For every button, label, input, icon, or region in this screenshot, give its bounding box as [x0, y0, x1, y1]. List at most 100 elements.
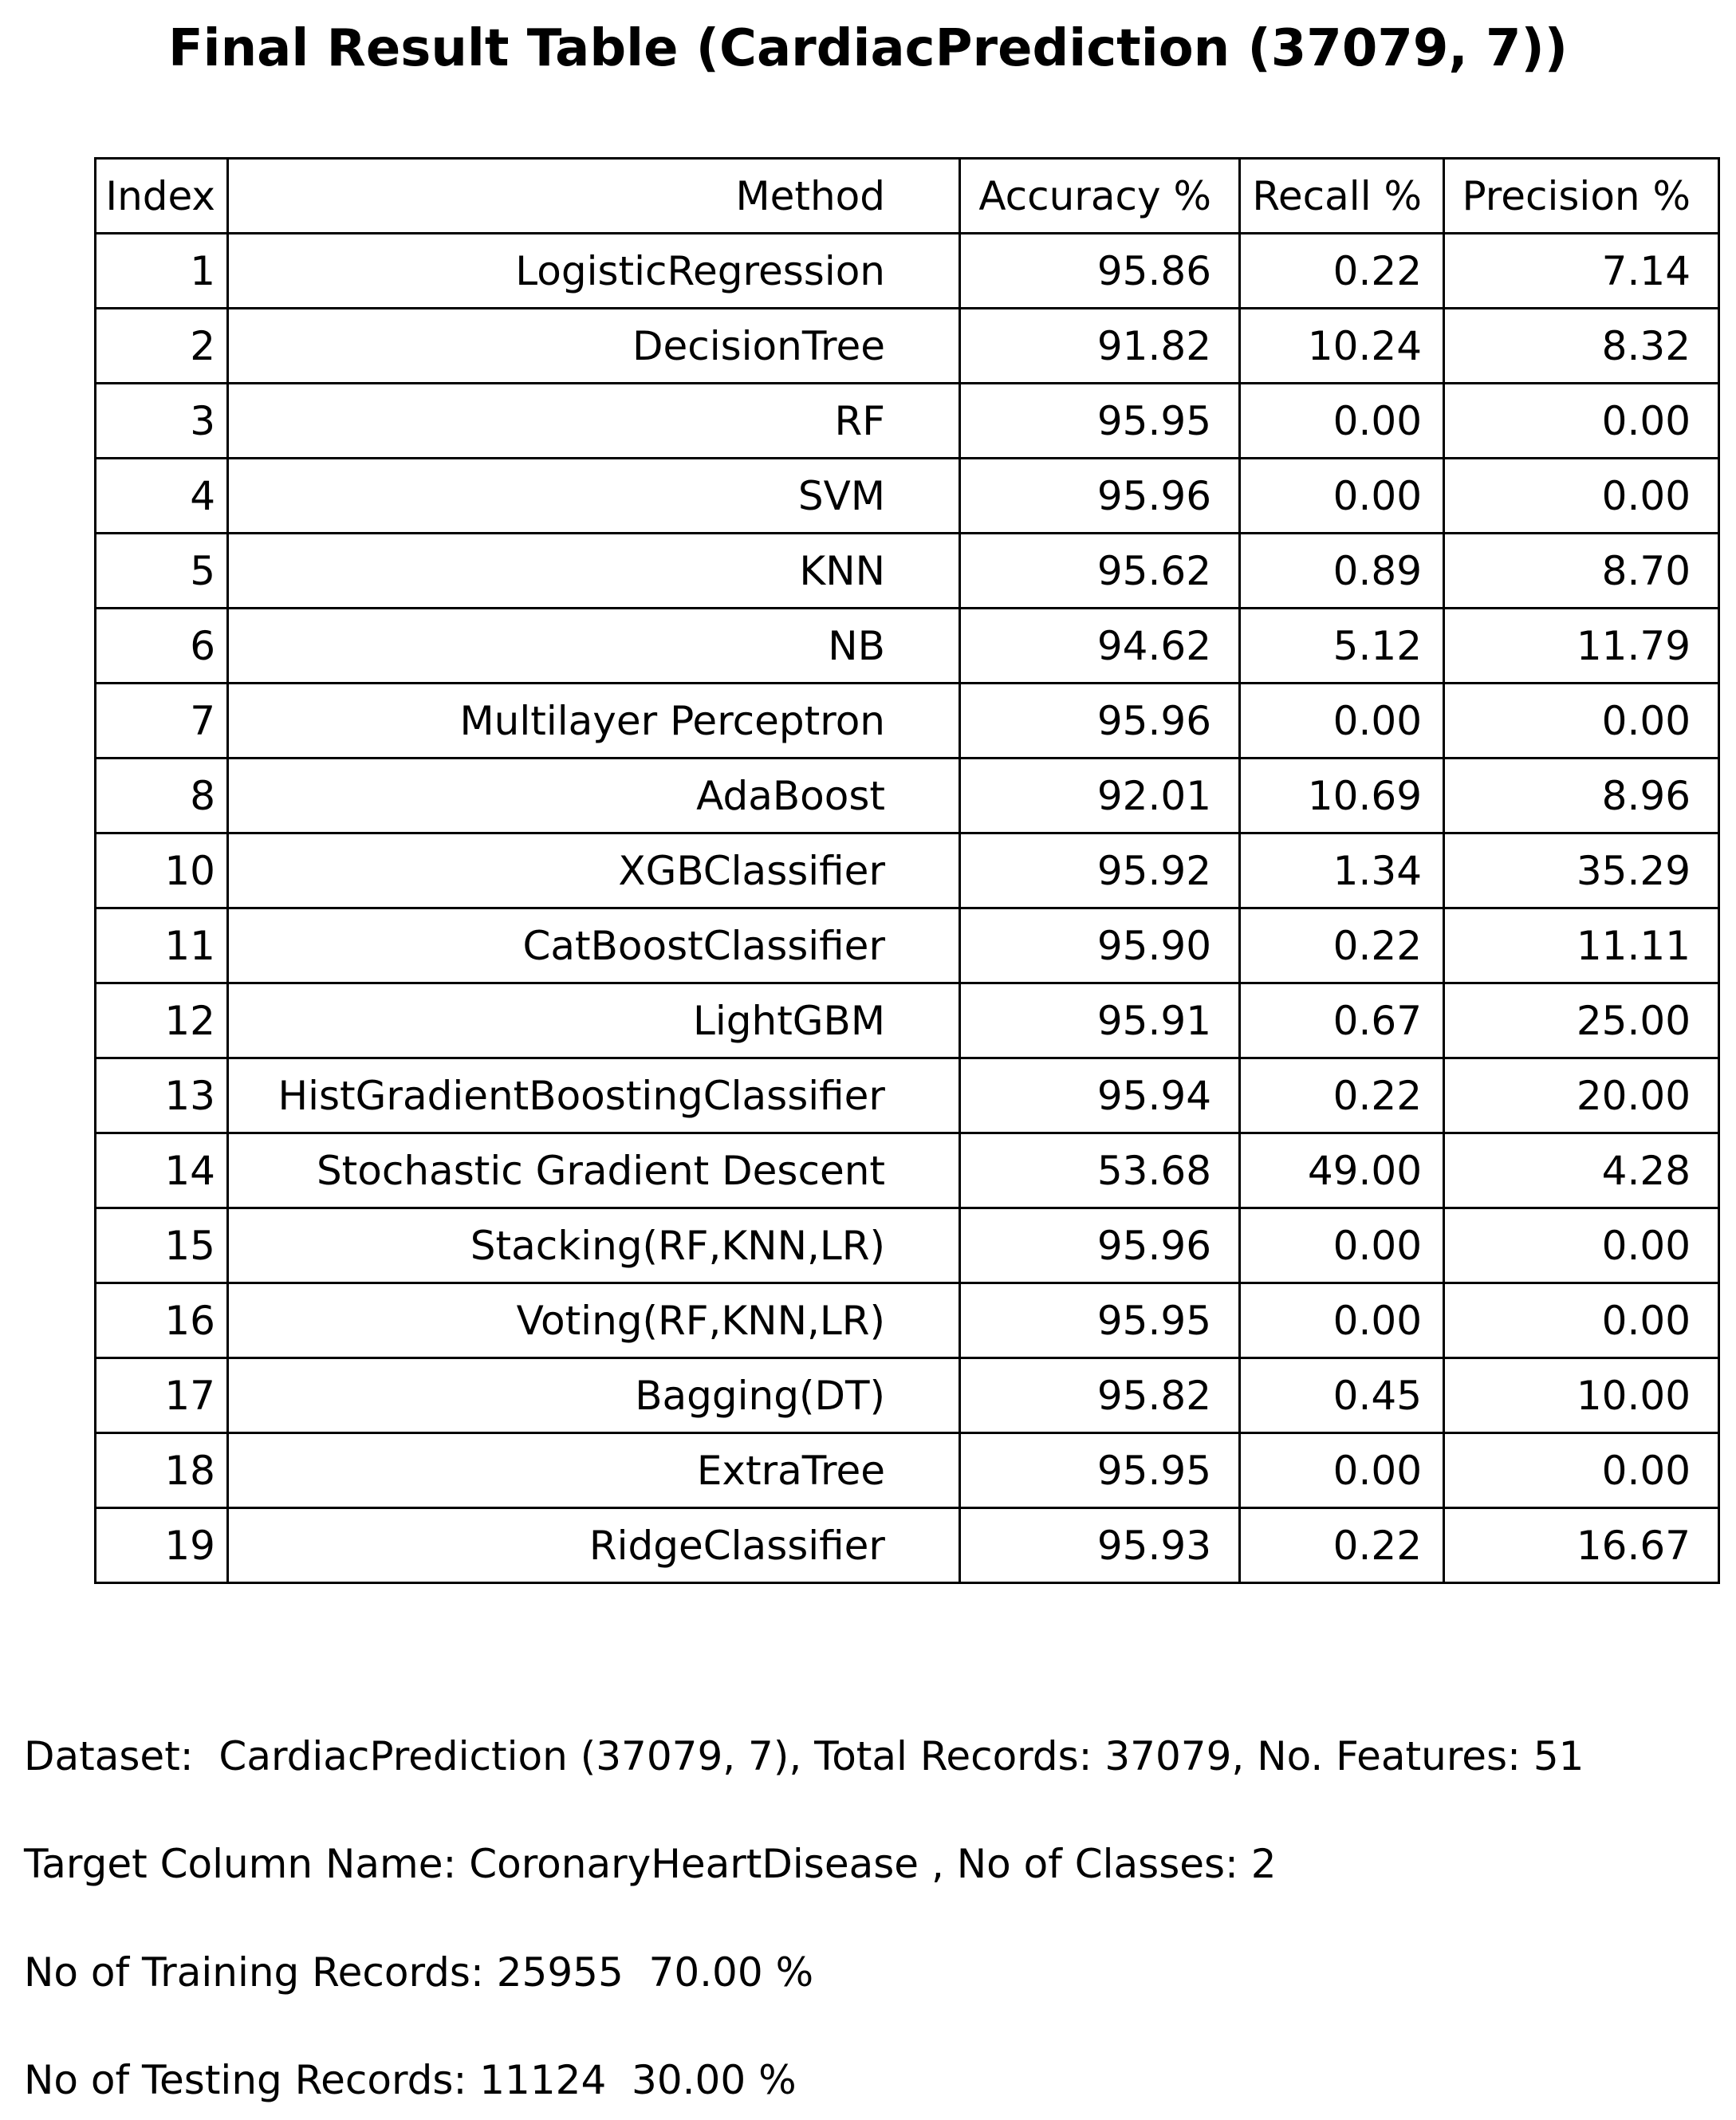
cell-recall: 10.69	[1238, 757, 1445, 834]
cell-accuracy: 92.01	[959, 757, 1241, 834]
cell-precision: 8.32	[1443, 307, 1720, 384]
cell-index: 19	[94, 1507, 229, 1584]
cell-accuracy: 95.96	[959, 682, 1241, 759]
cell-precision: 0.00	[1443, 1282, 1720, 1359]
testing-records-info: No of Testing Records: 11124 30.00 %	[24, 2057, 797, 2103]
table-row: 16 Voting(RF,KNN,LR) 95.95 0.00 0.00	[94, 1282, 1720, 1359]
cell-precision: 11.11	[1443, 907, 1720, 984]
cell-recall: 0.22	[1238, 907, 1445, 984]
table-row: 10 XGBClassifier 95.92 1.34 35.29	[94, 832, 1720, 909]
cell-method: Bagging(DT)	[226, 1357, 961, 1434]
table-row: 11 CatBoostClassifier 95.90 0.22 11.11	[94, 907, 1720, 984]
column-header-precision: Precision %	[1443, 157, 1720, 234]
column-header-accuracy: Accuracy %	[959, 157, 1241, 234]
cell-recall: 0.00	[1238, 1282, 1445, 1359]
cell-accuracy: 95.62	[959, 532, 1241, 609]
cell-accuracy: 94.62	[959, 607, 1241, 684]
cell-accuracy: 95.96	[959, 457, 1241, 534]
cell-index: 18	[94, 1432, 229, 1509]
table-row: 7 Multilayer Perceptron 95.96 0.00 0.00	[94, 682, 1720, 759]
cell-recall: 0.00	[1238, 1432, 1445, 1509]
table-row: 12 LightGBM 95.91 0.67 25.00	[94, 982, 1720, 1059]
cell-recall: 1.34	[1238, 832, 1445, 909]
cell-method: LightGBM	[226, 982, 961, 1059]
table-row: 5 KNN 95.62 0.89 8.70	[94, 532, 1720, 609]
table-row: 17 Bagging(DT) 95.82 0.45 10.00	[94, 1357, 1720, 1434]
cell-index: 2	[94, 307, 229, 384]
training-records-info: No of Training Records: 25955 70.00 %	[24, 1949, 814, 1996]
dataset-info: Dataset: CardiacPrediction (37079, 7), T…	[24, 1733, 1584, 1779]
cell-index: 8	[94, 757, 229, 834]
cell-method: SVM	[226, 457, 961, 534]
table-row: 19 RidgeClassifier 95.93 0.22 16.67	[94, 1507, 1720, 1584]
cell-recall: 0.00	[1238, 382, 1445, 459]
column-header-recall: Recall %	[1238, 157, 1445, 234]
cell-method: Stacking(RF,KNN,LR)	[226, 1207, 961, 1284]
cell-recall: 0.00	[1238, 682, 1445, 759]
cell-precision: 8.96	[1443, 757, 1720, 834]
table-header-row: Index Method Accuracy % Recall % Precisi…	[94, 157, 1720, 234]
cell-precision: 0.00	[1443, 682, 1720, 759]
cell-recall: 0.89	[1238, 532, 1445, 609]
cell-index: 11	[94, 907, 229, 984]
cell-accuracy: 95.95	[959, 1282, 1241, 1359]
cell-recall: 0.00	[1238, 1207, 1445, 1284]
cell-method: DecisionTree	[226, 307, 961, 384]
cell-accuracy: 95.90	[959, 907, 1241, 984]
cell-index: 3	[94, 382, 229, 459]
cell-precision: 10.00	[1443, 1357, 1720, 1434]
cell-precision: 0.00	[1443, 382, 1720, 459]
cell-recall: 0.22	[1238, 232, 1445, 309]
cell-precision: 11.79	[1443, 607, 1720, 684]
cell-index: 13	[94, 1057, 229, 1134]
cell-recall: 0.22	[1238, 1507, 1445, 1584]
table-row: 6 NB 94.62 5.12 11.79	[94, 607, 1720, 684]
cell-index: 10	[94, 832, 229, 909]
cell-index: 6	[94, 607, 229, 684]
column-header-method: Method	[226, 157, 961, 234]
cell-precision: 0.00	[1443, 1207, 1720, 1284]
cell-method: NB	[226, 607, 961, 684]
cell-recall: 5.12	[1238, 607, 1445, 684]
cell-accuracy: 53.68	[959, 1132, 1241, 1209]
table-row: 3 RF 95.95 0.00 0.00	[94, 382, 1720, 459]
cell-accuracy: 95.82	[959, 1357, 1241, 1434]
cell-method: Multilayer Perceptron	[226, 682, 961, 759]
cell-method: LogisticRegression	[226, 232, 961, 309]
cell-recall: 10.24	[1238, 307, 1445, 384]
cell-accuracy: 95.95	[959, 1432, 1241, 1509]
table-row: 13 HistGradientBoostingClassifier 95.94 0.2…	[94, 1057, 1720, 1134]
column-header-index: Index	[94, 157, 229, 234]
cell-method: KNN	[226, 532, 961, 609]
cell-precision: 20.00	[1443, 1057, 1720, 1134]
cell-index: 16	[94, 1282, 229, 1359]
cell-precision: 35.29	[1443, 832, 1720, 909]
table-row: 2 DecisionTree 91.82 10.24 8.32	[94, 307, 1720, 384]
cell-method: CatBoostClassifier	[226, 907, 961, 984]
table-row: 1 LogisticRegression 95.86 0.22 7.14	[94, 232, 1720, 309]
cell-accuracy: 95.94	[959, 1057, 1241, 1134]
page-title: Final Result Table (CardiacPrediction (3…	[167, 19, 1569, 78]
cell-accuracy: 95.92	[959, 832, 1241, 909]
cell-index: 15	[94, 1207, 229, 1284]
table-row: 14 Stochastic Gradient Descent 53.68 49.00 4…	[94, 1132, 1720, 1209]
table-row: 18 ExtraTree 95.95 0.00 0.00	[94, 1432, 1720, 1509]
cell-index: 14	[94, 1132, 229, 1209]
table-row: 8 AdaBoost 92.01 10.69 8.96	[94, 757, 1720, 834]
cell-method: Stochastic Gradient Descent	[226, 1132, 961, 1209]
cell-recall: 0.45	[1238, 1357, 1445, 1434]
cell-recall: 0.67	[1238, 982, 1445, 1059]
cell-recall: 0.00	[1238, 457, 1445, 534]
cell-recall: 49.00	[1238, 1132, 1445, 1209]
cell-method: ExtraTree	[226, 1432, 961, 1509]
cell-precision: 4.28	[1443, 1132, 1720, 1209]
target-column-info: Target Column Name: CoronaryHeartDisease…	[24, 1841, 1277, 1887]
cell-accuracy: 95.96	[959, 1207, 1241, 1284]
cell-method: HistGradientBoostingClassifier	[226, 1057, 961, 1134]
cell-precision: 25.00	[1443, 982, 1720, 1059]
cell-index: 12	[94, 982, 229, 1059]
cell-precision: 7.14	[1443, 232, 1720, 309]
cell-method: AdaBoost	[226, 757, 961, 834]
cell-method: XGBClassifier	[226, 832, 961, 909]
cell-index: 4	[94, 457, 229, 534]
